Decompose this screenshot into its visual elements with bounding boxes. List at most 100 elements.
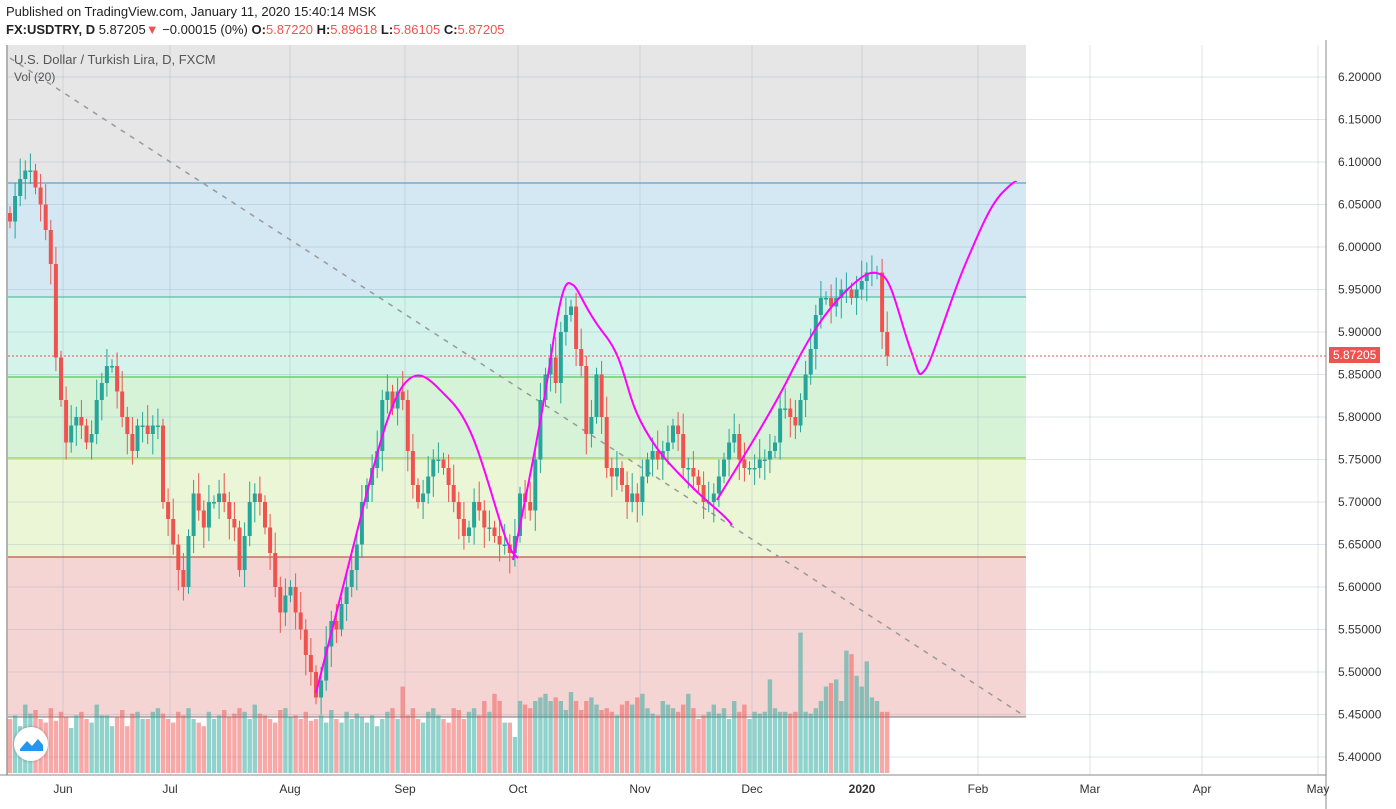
candle-body	[166, 502, 171, 519]
volume-bar	[706, 711, 711, 773]
candle-body	[278, 587, 283, 613]
projection-curves[interactable]	[315, 180, 1017, 694]
candle-body	[793, 417, 798, 426]
candle-body	[691, 468, 696, 477]
volume-bar	[497, 701, 502, 773]
volume-bar	[619, 704, 625, 773]
candle-body	[53, 264, 58, 358]
projection-curve[interactable]	[716, 180, 1017, 501]
candle-body	[461, 519, 466, 536]
candle-body	[400, 391, 405, 400]
volume-bar	[176, 711, 181, 773]
volume-bar	[273, 722, 278, 773]
candle-body	[94, 400, 99, 434]
volume-bar	[752, 711, 757, 773]
volume-bar	[313, 719, 319, 773]
candle-body	[854, 289, 859, 298]
volume-bar	[803, 711, 808, 773]
candle-body	[645, 459, 650, 477]
tradingview-logo-icon	[20, 739, 43, 751]
volume-bar	[150, 711, 155, 773]
candle-body	[89, 434, 94, 443]
volume-bar	[359, 717, 365, 773]
time-tick-label: Sep	[394, 782, 416, 796]
volume-bar	[375, 726, 380, 773]
candle-body	[839, 289, 844, 298]
volume-bar	[79, 711, 84, 773]
candle-body	[237, 527, 242, 570]
volume-bar	[145, 719, 150, 773]
symbol-name[interactable]: FX:USDTRY, D	[6, 22, 96, 37]
candle-body	[186, 536, 191, 587]
fib-zones	[8, 45, 1026, 717]
candle-body	[604, 417, 609, 468]
volume-bar	[716, 713, 722, 773]
volume-bar	[630, 704, 635, 773]
candle-body	[732, 434, 737, 443]
price-axis[interactable]: 6.20000 6.15000 6.10000 6.05000 6.00000 5.950…	[1338, 70, 1382, 764]
volume-bar	[711, 704, 716, 773]
candle-body	[456, 502, 461, 519]
volume-bar	[222, 710, 227, 773]
candle-body	[283, 595, 288, 613]
volume-bar	[364, 722, 370, 773]
candle-body	[115, 366, 120, 392]
volume-bar	[762, 711, 767, 773]
candle-body	[79, 417, 84, 426]
trend-line[interactable]	[9, 57, 1027, 718]
candle-body	[43, 204, 48, 230]
volume-bar	[818, 701, 824, 773]
volume-bar	[237, 708, 242, 773]
candle-body	[502, 544, 507, 546]
volume-bar	[859, 686, 864, 773]
volume-bar	[58, 711, 64, 773]
volume-bar	[446, 722, 451, 773]
candle-body	[722, 459, 726, 477]
candle-body	[436, 459, 441, 461]
candle-body	[426, 476, 431, 494]
close-label: C:	[443, 22, 458, 37]
candle-body	[446, 468, 451, 485]
candle-body	[334, 621, 339, 630]
volume-bar	[844, 650, 849, 773]
candle-body	[171, 519, 176, 545]
candle-body	[589, 417, 594, 434]
zone-blue	[8, 183, 1026, 297]
volume-bar	[864, 661, 869, 773]
candle-body	[492, 527, 497, 536]
candle-body	[196, 493, 201, 511]
candle-body	[824, 298, 828, 300]
volume-bar	[563, 710, 569, 773]
candle-body	[410, 451, 415, 485]
candle-body	[665, 442, 670, 451]
candle-body	[421, 493, 426, 502]
candle-body	[130, 434, 135, 451]
candle-body	[533, 459, 538, 511]
candle-body	[99, 383, 104, 400]
volume-bar	[69, 728, 74, 773]
volume-bar	[318, 715, 324, 773]
volume-bar	[482, 701, 487, 773]
volume-bar	[165, 719, 171, 773]
candle-body	[155, 425, 160, 427]
volume-bar	[558, 701, 563, 773]
candle-body	[655, 451, 660, 460]
candle-body	[767, 451, 772, 460]
volume-bar	[533, 701, 538, 773]
volume-bar	[696, 719, 701, 773]
candle-body	[303, 629, 308, 655]
tradingview-logo[interactable]	[14, 727, 48, 761]
candle-body	[701, 485, 706, 502]
volume-bar	[354, 713, 359, 773]
projection-curve[interactable]	[315, 374, 519, 694]
volume-bar	[604, 708, 609, 773]
volume-bar	[63, 717, 69, 773]
volume-bar	[828, 683, 834, 773]
projection-curve[interactable]	[512, 282, 733, 561]
candle-body	[13, 196, 18, 222]
volume-bar	[538, 697, 543, 773]
candle-body	[671, 425, 675, 443]
time-axis[interactable]: Jun Jul Aug Sep Oct Nov Dec 2020 Feb Mar Apr May	[53, 782, 1329, 796]
candle-body	[630, 493, 635, 502]
